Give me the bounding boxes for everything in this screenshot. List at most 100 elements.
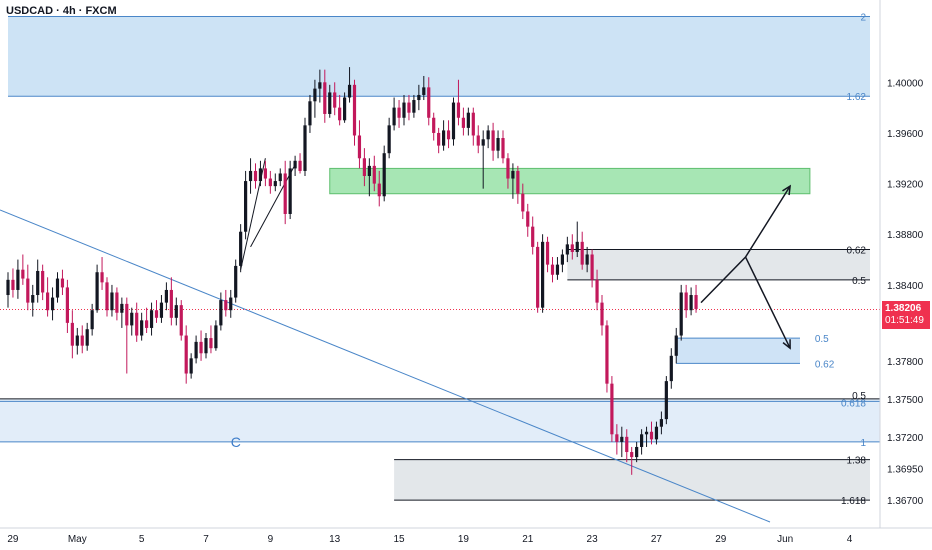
candle-body [506, 158, 510, 179]
candle-body [333, 92, 337, 108]
x-tick-label: May [68, 534, 87, 545]
candle-body [214, 325, 218, 349]
candle-body [313, 88, 317, 102]
fib-label: 1.38 [847, 456, 867, 467]
candle-body [694, 295, 698, 309]
x-tick-label: Jun [777, 534, 793, 545]
candle-body [343, 97, 347, 121]
candle-body [570, 244, 574, 252]
fib-label: 1 [860, 438, 866, 449]
candle-body [536, 246, 540, 308]
candles [6, 67, 698, 475]
candle-body [154, 310, 159, 318]
candle-body [649, 431, 654, 440]
candle-body [60, 278, 65, 288]
x-tick-label: 29 [715, 534, 727, 545]
candle-body [640, 434, 644, 447]
candle-body [630, 452, 634, 458]
chart-title: USDCAD · 4h · FXCM [6, 5, 117, 17]
candle-body [669, 355, 673, 382]
fib-label: 0.62 [847, 245, 867, 256]
wedge-lower-line [250, 164, 296, 248]
candle-body [526, 211, 530, 227]
candle-body [36, 270, 40, 296]
candle-body [46, 292, 50, 311]
fib-label: 2 [860, 12, 866, 23]
candle-body [125, 303, 129, 326]
candle-body [204, 338, 208, 354]
x-tick-label: 13 [329, 534, 341, 545]
candle-body [184, 335, 188, 374]
candle-body [541, 241, 545, 308]
candle-body [550, 264, 555, 275]
candle-body [80, 335, 84, 346]
candle-body [244, 181, 248, 232]
candle-body [239, 231, 243, 266]
candle-body [209, 338, 213, 349]
candle-body [422, 87, 426, 95]
candle-body [437, 132, 441, 146]
arrowhead-down [782, 339, 791, 350]
candle-body [635, 446, 639, 458]
candle-body [308, 101, 312, 126]
candle-body [516, 170, 520, 194]
candle-body [481, 139, 485, 146]
candle-body [135, 312, 139, 336]
y-tick-label: 1.37500 [887, 395, 924, 406]
candle-body [387, 125, 391, 154]
fib-zone-062-05 [567, 249, 870, 280]
candle-body [328, 92, 332, 114]
y-tick-label: 1.39600 [887, 129, 924, 140]
fib-label: 0.5 [852, 391, 866, 402]
candle-body [654, 426, 659, 440]
candle-body [501, 138, 505, 159]
candle-body [486, 130, 490, 140]
candle-body [471, 112, 475, 136]
x-tick-label: 5 [139, 534, 145, 545]
candle-body [456, 102, 461, 118]
candle-body [367, 165, 371, 176]
candle-body [491, 130, 495, 151]
candle-body [50, 297, 55, 311]
candle-body [595, 279, 599, 303]
candle-body [70, 322, 74, 346]
candle-body [31, 295, 35, 303]
candle-body [382, 153, 386, 197]
bar-countdown: 01:51:49 [885, 315, 924, 327]
candle-body [130, 312, 134, 326]
candle-body [65, 287, 69, 323]
x-tick-label: 23 [587, 534, 599, 545]
candle-body [644, 431, 649, 435]
candle-body [689, 295, 693, 311]
candle-body [432, 117, 436, 133]
candle-body [293, 160, 297, 169]
candle-body [620, 436, 624, 442]
candle-body [283, 173, 287, 214]
y-tick-label: 1.39200 [887, 180, 924, 191]
candle-body [229, 297, 233, 311]
descending-trendline [0, 209, 771, 523]
target-zone-blue [676, 338, 800, 364]
x-tick-label: 7 [203, 534, 209, 545]
candle-body [6, 279, 10, 296]
candle-body [323, 82, 327, 114]
candle-body [664, 381, 668, 420]
candle-body [580, 241, 584, 265]
candle-body [159, 302, 164, 318]
candle-body [684, 292, 688, 311]
candle-body [402, 102, 406, 118]
candle-body [545, 241, 550, 265]
candle-body [149, 310, 154, 328]
candle-body [90, 310, 94, 330]
fib-label: 0.5 [815, 334, 829, 345]
candle-body [140, 320, 144, 336]
y-tick-label: 1.37200 [887, 433, 924, 444]
candle-body [615, 434, 619, 442]
x-tick-label: 4 [847, 534, 853, 545]
y-tick-label: 1.36950 [887, 464, 924, 475]
candle-body [377, 183, 381, 197]
candle-body [253, 170, 258, 182]
candle-body [600, 302, 604, 326]
candle-body [531, 226, 535, 247]
